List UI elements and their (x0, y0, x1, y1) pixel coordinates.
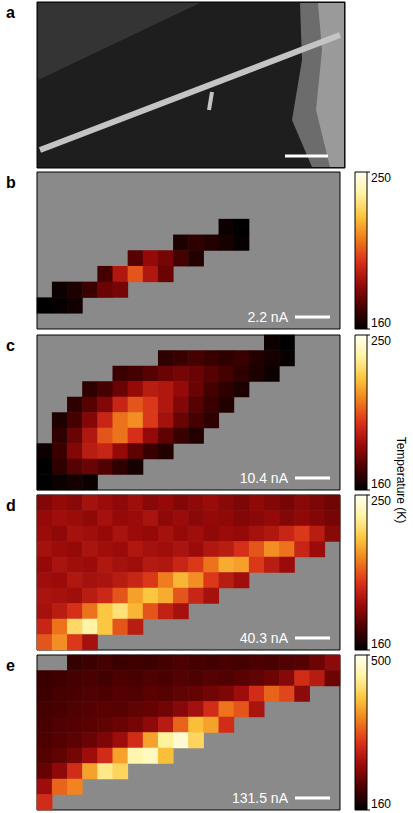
svg-text:2.2 nA: 2.2 nA (248, 309, 289, 325)
svg-text:250: 250 (371, 334, 391, 348)
svg-text:40.3 nA: 40.3 nA (240, 630, 289, 646)
svg-text:c: c (6, 337, 15, 354)
svg-text:250: 250 (371, 494, 391, 508)
svg-text:160: 160 (371, 316, 391, 330)
svg-text:500: 500 (371, 654, 391, 668)
svg-text:160: 160 (371, 637, 391, 651)
svg-text:a: a (6, 4, 15, 21)
svg-text:131.5 nA: 131.5 nA (232, 790, 289, 806)
svg-text:250: 250 (371, 171, 391, 185)
svg-text:160: 160 (371, 477, 391, 491)
svg-text:160: 160 (371, 797, 391, 811)
svg-text:10.4 nA: 10.4 nA (240, 470, 289, 486)
svg-text:d: d (6, 497, 16, 514)
svg-text:e: e (6, 657, 15, 674)
svg-text:Temperature (K): Temperature (K) (394, 437, 408, 524)
svg-text:b: b (6, 174, 16, 191)
